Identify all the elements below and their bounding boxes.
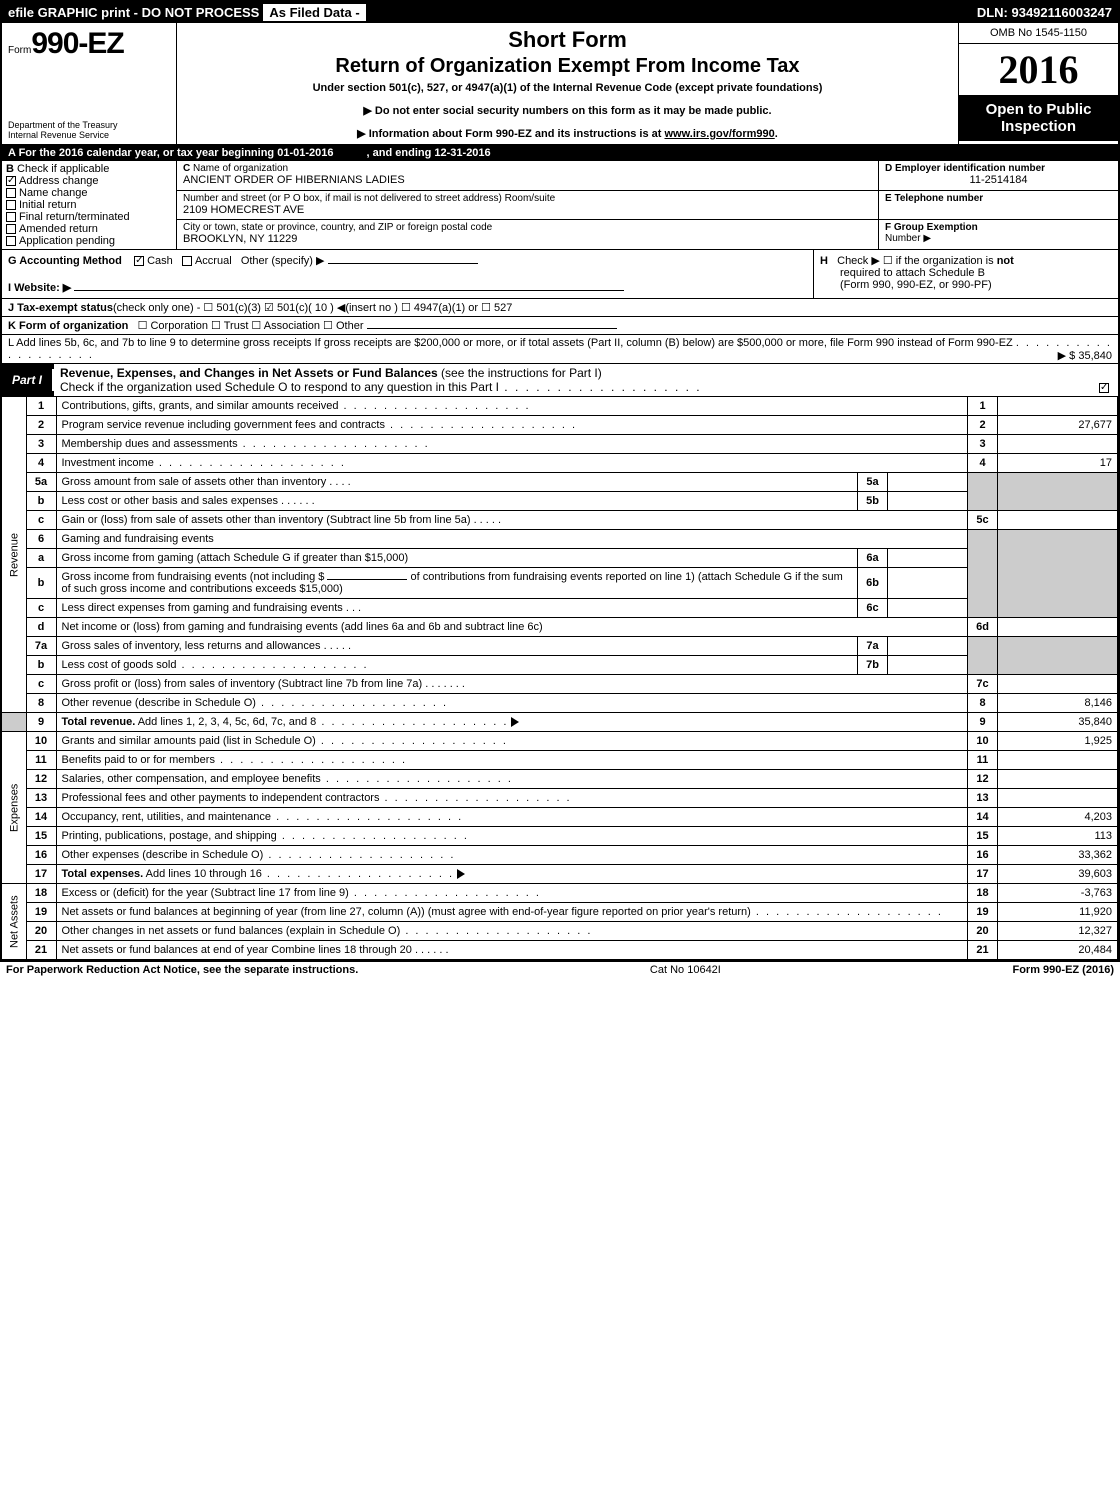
website-input[interactable] (74, 290, 624, 291)
chk-address-change[interactable] (6, 176, 16, 186)
chk-name-change[interactable] (6, 188, 16, 198)
ein-value: 11-2514184 (885, 174, 1112, 186)
irs-link[interactable]: www.irs.gov/form990 (665, 128, 775, 140)
page-footer: For Paperwork Reduction Act Notice, see … (0, 962, 1120, 978)
form-990ez-page: efile GRAPHIC print - DO NOT PROCESS As … (0, 0, 1120, 962)
label-D: D Employer identification number (885, 163, 1045, 174)
amt-12 (998, 770, 1118, 789)
amt-8: 8,146 (998, 694, 1118, 713)
amt-5c (998, 511, 1118, 530)
col-B-checkboxes: B Check if applicable Address change Nam… (2, 161, 177, 249)
chk-schedule-o[interactable] (1099, 383, 1109, 393)
amt-7c (998, 675, 1118, 694)
amt-14: 4,203 (998, 808, 1118, 827)
subval-6b (888, 568, 968, 599)
subval-6a (888, 549, 968, 568)
tax-year: 2016 (959, 44, 1118, 95)
input-6b-contrib[interactable] (327, 579, 407, 580)
part-I-header: Part I Revenue, Expenses, and Changes in… (2, 364, 1118, 396)
arrow-icon (511, 717, 519, 727)
dln-text: DLN: 93492116003247 (977, 5, 1112, 20)
col-C-org-info: C Name of organization ANCIENT ORDER OF … (177, 161, 878, 249)
section-BCDEF: B Check if applicable Address change Nam… (2, 161, 1118, 250)
label-I: I Website: ▶ (8, 282, 71, 294)
footer-formno: Form 990-EZ (2016) (1012, 964, 1114, 976)
row-J: J Tax-exempt status(check only one) - ☐ … (2, 299, 1118, 317)
chk-accrual[interactable] (182, 256, 192, 266)
row-GH: G Accounting Method Cash Accrual Other (… (2, 250, 1118, 299)
amt-3 (998, 435, 1118, 454)
label-G: G Accounting Method (8, 255, 122, 267)
omb-number: OMB No 1545-1150 (959, 23, 1118, 44)
row-L: L Add lines 5b, 6c, and 7b to line 9 to … (2, 335, 1118, 364)
row-A: A For the 2016 calendar year, or tax yea… (2, 145, 1118, 161)
amt-4: 17 (998, 454, 1118, 473)
col-H: H Check ▶ ☐ if the organization is not r… (813, 250, 1118, 298)
form-prefix: Form (8, 45, 31, 56)
amt-18: -3,763 (998, 884, 1118, 903)
efile-text: efile GRAPHIC print - DO NOT PROCESS (8, 5, 259, 20)
year-begin: 01-01-2016 (277, 147, 333, 159)
note-ssn: ▶ Do not enter social security numbers o… (185, 104, 950, 117)
amt-1 (998, 397, 1118, 416)
chk-amended-return[interactable] (6, 224, 16, 234)
amt-6d (998, 618, 1118, 637)
amt-13 (998, 789, 1118, 808)
subval-5b (888, 492, 968, 511)
label-E: E Telephone number (885, 193, 983, 204)
part-I-table: Revenue 1 Contributions, gifts, grants, … (2, 396, 1118, 960)
gross-receipts-amount: ▶ $ 35,840 (1058, 349, 1112, 362)
chk-final-return[interactable] (6, 212, 16, 222)
amt-11 (998, 751, 1118, 770)
asfiled-box: As Filed Data - (263, 4, 365, 21)
side-expenses: Expenses (2, 732, 26, 884)
amt-16: 33,362 (998, 846, 1118, 865)
return-title: Return of Organization Exempt From Incom… (185, 55, 950, 78)
form-number: 990-EZ (31, 27, 123, 60)
amt-15: 113 (998, 827, 1118, 846)
open-to-public: Open to Public Inspection (959, 95, 1118, 141)
label-F: F Group Exemption (885, 222, 978, 233)
side-revenue: Revenue (2, 397, 26, 713)
amt-2: 27,677 (998, 416, 1118, 435)
subtitle: Under section 501(c), 527, or 4947(a)(1)… (185, 82, 950, 94)
amt-21: 20,484 (998, 941, 1118, 960)
subval-6c (888, 599, 968, 618)
col-DEF: D Employer identification number 11-2514… (878, 161, 1118, 249)
amt-17: 39,603 (998, 865, 1118, 884)
amt-19: 11,920 (998, 903, 1118, 922)
year-end: 12-31-2016 (434, 147, 490, 159)
note-info: ▶ Information about Form 990-EZ and its … (185, 127, 950, 140)
amt-9: 35,840 (998, 713, 1118, 732)
chk-application-pending[interactable] (6, 236, 16, 246)
form-header: Form990-EZ Department of the Treasury In… (2, 23, 1118, 145)
subval-7b (888, 656, 968, 675)
other-org-input[interactable] (367, 328, 617, 329)
footer-paperwork: For Paperwork Reduction Act Notice, see … (6, 964, 358, 976)
chk-cash[interactable] (134, 256, 144, 266)
org-name: ANCIENT ORDER OF HIBERNIANS LADIES (183, 174, 872, 186)
row-K: K Form of organization ☐ Corporation ☐ T… (2, 317, 1118, 335)
org-city: BROOKLYN, NY 11229 (183, 233, 872, 245)
amt-10: 1,925 (998, 732, 1118, 751)
dept-irs: Internal Revenue Service (8, 130, 170, 140)
side-netassets: Net Assets (2, 884, 26, 960)
footer-catno: Cat No 10642I (650, 964, 721, 976)
other-method-input[interactable] (328, 263, 478, 264)
efile-banner: efile GRAPHIC print - DO NOT PROCESS As … (2, 2, 1118, 23)
chk-initial-return[interactable] (6, 200, 16, 210)
arrow-icon (457, 869, 465, 879)
short-form-title: Short Form (185, 27, 950, 53)
dept-treasury: Department of the Treasury (8, 120, 170, 130)
subval-5a (888, 473, 968, 492)
org-street: 2109 HOMECREST AVE (183, 204, 872, 216)
amt-20: 12,327 (998, 922, 1118, 941)
subval-7a (888, 637, 968, 656)
